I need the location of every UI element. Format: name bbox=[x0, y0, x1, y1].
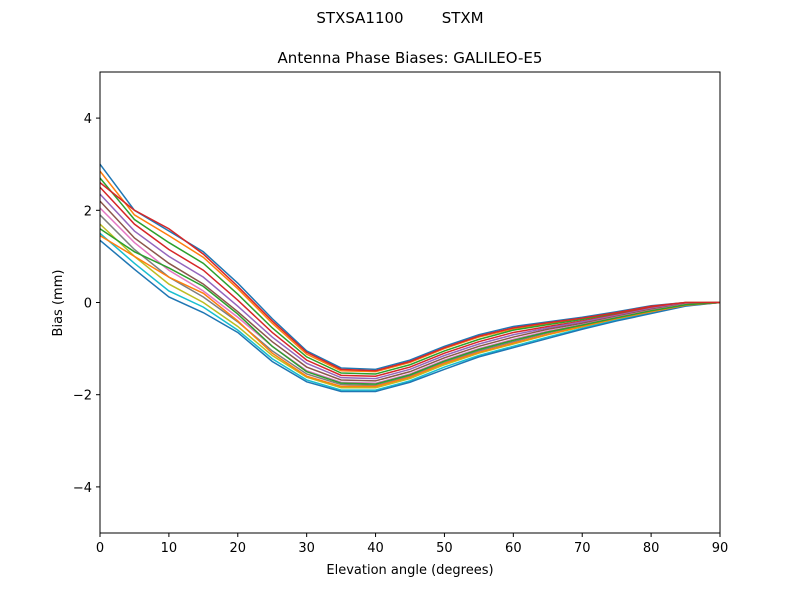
x-tick-label: 30 bbox=[298, 541, 315, 556]
series-line-11 bbox=[99, 239, 721, 393]
y-axis-label: Bias (mm) bbox=[51, 270, 66, 337]
x-axis: 0 10 20 30 40 50 60 70 80 90 bbox=[96, 533, 728, 556]
series-line-14 bbox=[99, 182, 720, 372]
x-tick-label: 70 bbox=[574, 541, 591, 556]
x-tick-label: 40 bbox=[367, 541, 384, 556]
x-tick-label: 0 bbox=[96, 541, 104, 556]
x-tick-label: 80 bbox=[643, 541, 660, 556]
x-tick-label: 60 bbox=[505, 541, 522, 556]
x-axis-label: Elevation angle (degrees) bbox=[326, 563, 493, 578]
y-axis: −4 −2 0 2 4 bbox=[73, 112, 100, 496]
series-line-4 bbox=[99, 186, 721, 378]
x-tick-label: 20 bbox=[230, 541, 247, 556]
y-tick-label: 2 bbox=[84, 204, 92, 219]
series-line-5 bbox=[99, 193, 721, 380]
y-tick-label: 4 bbox=[84, 112, 92, 127]
series-line-6 bbox=[99, 200, 721, 382]
series-line-12 bbox=[99, 235, 721, 388]
figure-suptitle: STXSA1100 STXM bbox=[316, 9, 483, 27]
y-tick-label: 0 bbox=[84, 297, 92, 312]
series-line-13 bbox=[99, 228, 721, 385]
series-line-1 bbox=[99, 163, 720, 371]
series-layer bbox=[99, 163, 721, 393]
chart-title: Antenna Phase Biases: GALILEO-E5 bbox=[278, 49, 543, 67]
series-line-3 bbox=[99, 177, 721, 375]
y-tick-label: −2 bbox=[73, 389, 92, 404]
x-tick-label: 90 bbox=[712, 541, 729, 556]
series-line-10 bbox=[99, 232, 721, 391]
series-line-7 bbox=[99, 207, 721, 384]
y-tick-label: −4 bbox=[73, 481, 92, 496]
x-tick-label: 50 bbox=[436, 541, 453, 556]
series-line-9 bbox=[99, 223, 721, 389]
x-tick-label: 10 bbox=[161, 541, 178, 556]
